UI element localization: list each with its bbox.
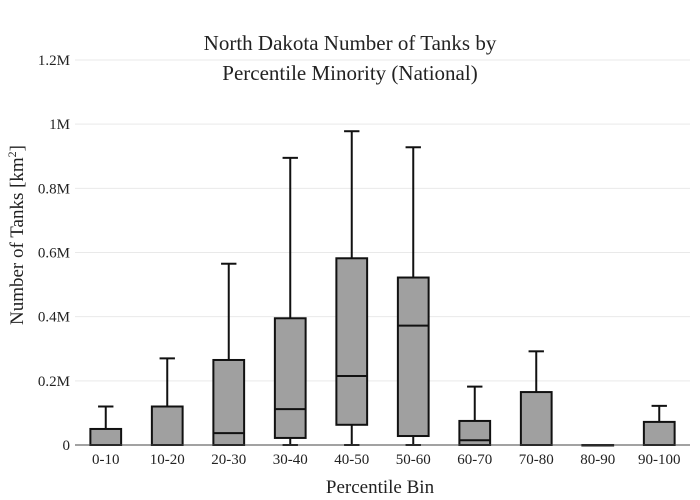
box-50-60 <box>396 146 430 446</box>
iqr-box <box>458 419 492 446</box>
x-tick-label: 30-40 <box>273 452 308 468</box>
y-tick-label: 0.2M <box>38 374 70 390</box>
y-tick-label: 0.8M <box>38 181 70 197</box>
y-tick-label: 0.4M <box>38 310 70 326</box>
iqr-box <box>150 405 184 446</box>
x-tick-label: 50-60 <box>396 452 431 468</box>
y-tick-label: 0 <box>63 438 71 454</box>
y-axis-title-main: Number of Tanks [km <box>7 157 28 325</box>
y-tick-label: 1M <box>49 117 70 133</box>
y-tick-label: 0.6M <box>38 246 70 262</box>
iqr-box <box>273 317 307 439</box>
gridlines <box>75 59 690 382</box>
y-axis-ticks: 0 0.2M 0.4M 0.6M 0.8M 1M 1.2M <box>38 53 70 454</box>
x-tick-label: 20-30 <box>211 452 246 468</box>
chart-title-line-2: Percentile Minority (National) <box>222 61 477 85</box>
x-tick-label: 40-50 <box>334 452 369 468</box>
box-30-40 <box>273 156 307 446</box>
x-tick-label: 60-70 <box>457 452 492 468</box>
iqr-box <box>89 427 123 447</box>
box-20-30 <box>212 262 246 446</box>
x-axis-ticks: 0-10 10-20 20-30 30-40 40-50 50-60 60-70 70-80 8… <box>92 452 681 468</box>
y-axis-title: Number of Tanks [km2] <box>5 145 28 325</box>
boxes <box>89 130 676 447</box>
chart-title: North Dakota Number of Tanks by Percenti… <box>204 31 497 85</box>
box-70-80 <box>519 350 553 446</box>
iqr-box <box>335 257 369 426</box>
iqr-box <box>396 276 430 438</box>
box-40-50 <box>335 130 369 446</box>
x-tick-label: 10-20 <box>150 452 185 468</box>
x-tick-label: 70-80 <box>519 452 554 468</box>
x-axis-title: Percentile Bin <box>326 477 435 498</box>
box-10-20 <box>150 357 184 446</box>
x-tick-label: 90-100 <box>638 452 681 468</box>
chart-title-line-1: North Dakota Number of Tanks by <box>204 31 497 55</box>
y-tick-label: 1.2M <box>38 53 70 69</box>
iqr-box <box>519 391 553 446</box>
box-0-10 <box>89 405 123 447</box>
box-60-70 <box>458 385 492 446</box>
box-90-100 <box>642 404 676 446</box>
y-axis-title-end: ] <box>7 145 28 151</box>
iqr-box <box>642 420 676 446</box>
y-axis-title-superscript: 2 <box>5 151 19 157</box>
x-tick-label: 0-10 <box>92 452 120 468</box>
x-tick-label: 80-90 <box>580 452 615 468</box>
